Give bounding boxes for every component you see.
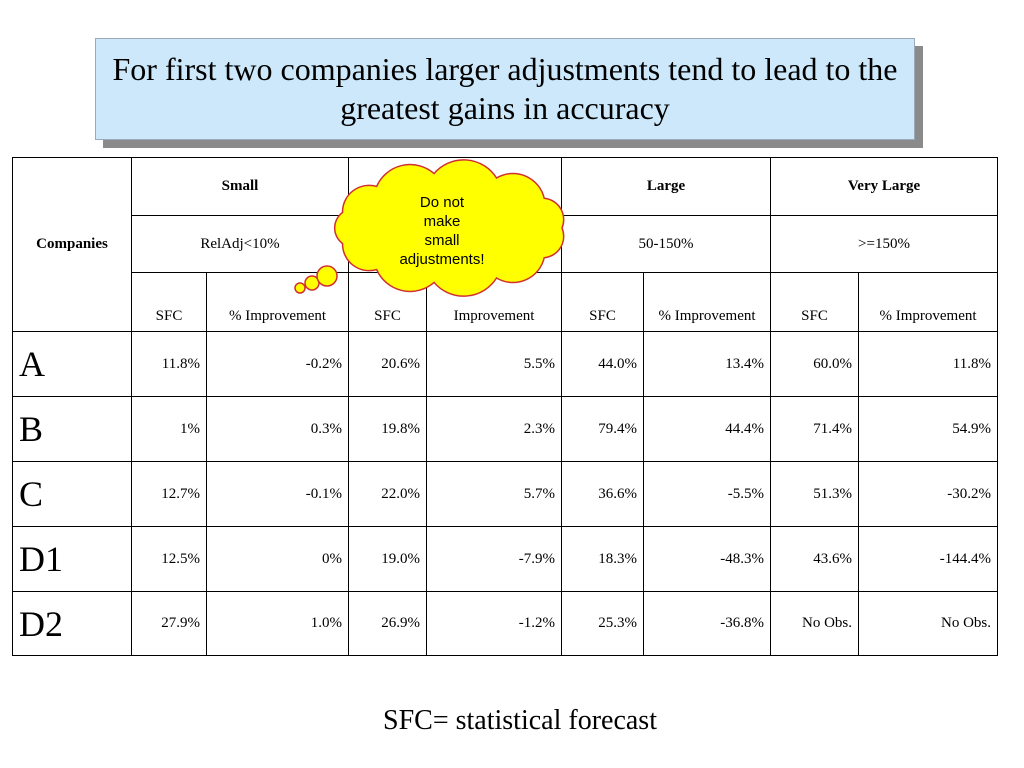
cell: 13.4%: [643, 331, 771, 397]
cell: 60.0%: [770, 331, 859, 397]
sub-header: % Improvement: [858, 272, 998, 332]
cell: 18.3%: [561, 526, 644, 592]
group-range: 50-150%: [561, 215, 771, 273]
cell: -144.4%: [858, 526, 998, 592]
cloud-text: small: [424, 232, 459, 249]
cell: 44.4%: [643, 396, 771, 462]
sub-header: % Improvement: [206, 272, 349, 332]
cell: 20.6%: [348, 331, 427, 397]
cell: 51.3%: [770, 461, 859, 527]
sub-header: SFC: [561, 272, 644, 332]
cell: -0.2%: [206, 331, 349, 397]
cell: 2.3%: [426, 396, 562, 462]
cell: -36.8%: [643, 591, 771, 656]
footnote: SFC= statistical forecast: [383, 705, 657, 736]
cell: 54.9%: [858, 396, 998, 462]
title: For first two companies larger adjustmen…: [95, 38, 915, 140]
company: D1: [12, 526, 132, 592]
cloud-text: adjustments!: [399, 251, 484, 268]
cell: 1.0%: [206, 591, 349, 656]
cell: 27.9%: [131, 591, 207, 656]
cell: 0.3%: [206, 396, 349, 462]
cell: No Obs.: [770, 591, 859, 656]
cell: 71.4%: [770, 396, 859, 462]
company: B: [12, 396, 132, 462]
cell: 26.9%: [348, 591, 427, 656]
sub-header: SFC: [770, 272, 859, 332]
cell: 11.8%: [131, 331, 207, 397]
cell: 0%: [206, 526, 349, 592]
cell: -1.2%: [426, 591, 562, 656]
cell: 12.5%: [131, 526, 207, 592]
cell: 25.3%: [561, 591, 644, 656]
cell: 44.0%: [561, 331, 644, 397]
cell: -0.1%: [206, 461, 349, 527]
cloud-text: Do not: [420, 194, 465, 211]
group-header: Very Large: [770, 157, 998, 216]
cloud-bubble: [316, 265, 338, 287]
cloud-bubble: [294, 282, 306, 294]
company: D2: [12, 591, 132, 656]
cell: No Obs.: [858, 591, 998, 656]
group-range: >=150%: [770, 215, 998, 273]
cell: -48.3%: [643, 526, 771, 592]
cell: 12.7%: [131, 461, 207, 527]
company: A: [12, 331, 132, 397]
cell: 36.6%: [561, 461, 644, 527]
cell: 19.0%: [348, 526, 427, 592]
cloud-shape: [333, 159, 565, 297]
data-table: Companies Small Large Very Large RelAdj<10% 5…: [12, 157, 998, 656]
group-range: RelAdj<10%: [131, 215, 349, 273]
cloud-text: make: [424, 213, 461, 230]
cell: 5.7%: [426, 461, 562, 527]
cell: 11.8%: [858, 331, 998, 397]
cell: 22.0%: [348, 461, 427, 527]
